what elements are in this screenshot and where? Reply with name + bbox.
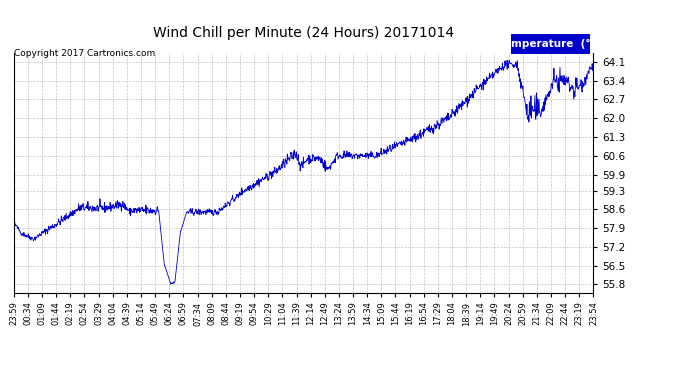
Text: Wind Chill per Minute (24 Hours) 20171014: Wind Chill per Minute (24 Hours) 2017101… xyxy=(153,26,454,40)
Text: Temperature  (°F): Temperature (°F) xyxy=(498,39,602,49)
Text: Copyright 2017 Cartronics.com: Copyright 2017 Cartronics.com xyxy=(14,49,155,58)
